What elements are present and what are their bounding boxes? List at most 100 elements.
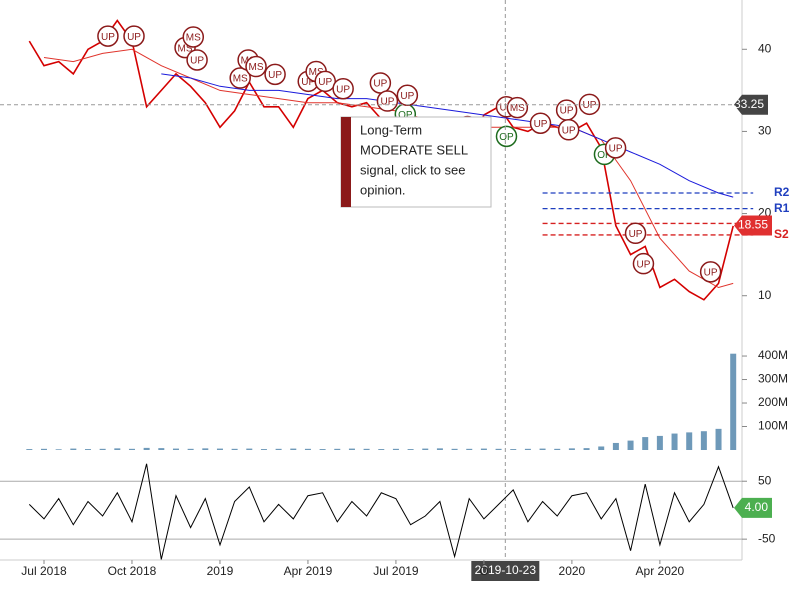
volume-bar [304,448,311,450]
badge: MS [506,96,529,119]
y-tick-label: 30 [758,124,772,138]
badge: UP [624,222,647,245]
badge-marker [604,137,627,159]
badge: UP [699,261,722,283]
badge: UP [123,25,145,47]
volume-bar [290,448,297,450]
badge: MS [182,26,205,48]
badge: UP [529,112,552,134]
badge-label: MS [186,33,201,44]
badge-label: OP [499,132,514,143]
badge: UP [369,72,392,94]
badge: UP [557,119,580,141]
volume-bar [612,442,619,450]
badge-marker [186,49,208,71]
badge-label: UP [373,79,387,90]
volume-bar [143,447,150,450]
badge-label: UP [127,32,141,43]
badge: UP [396,84,419,107]
badge-label: MS [249,62,264,73]
badge-marker [97,25,119,47]
badge: UP [632,252,655,275]
badge-label: UP [629,229,643,240]
badge: MS [229,67,251,89]
badge-label: UP [583,100,597,111]
tooltip-text: signal, click to see [360,162,466,177]
volume-bar [598,446,605,450]
badge-marker [699,261,722,283]
x-tick-label: Apr 2019 [284,564,333,578]
volume-bar [730,353,737,450]
crosshair-y-tag [734,94,768,115]
badge-label: UP [637,259,651,270]
badge-marker [245,55,267,78]
y-tick-label: -50 [758,531,776,545]
badge: UP [604,137,627,159]
level-label: S2 [774,227,789,241]
badge: UP [186,49,208,71]
x-tick-label: O [479,564,488,578]
x-tick-label: Oct 2018 [108,564,157,578]
badge-label: UP [101,32,115,43]
line-series [161,73,734,198]
volume-bar [715,428,722,450]
volume-bar [436,448,443,450]
volume-bar [172,448,179,450]
badge-label: UP [336,84,350,95]
x-tick-label: Apr 2020 [636,564,685,578]
badge-marker [182,26,205,48]
badge-marker [529,112,552,134]
badge-marker [264,63,286,86]
volume-bar [70,448,77,450]
volume-bar [26,449,33,450]
tooltip-box [340,116,492,208]
volume-bar [260,449,267,450]
volume-bar [480,448,487,450]
volume-bar [656,435,663,450]
volume-bar [466,448,473,450]
volume-bar [700,431,707,450]
badge-label: UP [318,77,332,88]
volume-bar [451,448,458,450]
volume-bar [275,448,282,450]
y-tick-label: 40 [758,41,772,55]
volume-bar [392,448,399,450]
badge-marker [557,119,580,141]
volume-bar [671,433,678,450]
volume-bar [334,448,341,450]
last-value-label: 18.55 [738,218,768,232]
volume-bar [128,448,135,450]
tooltip-bar [341,117,351,207]
badge-marker [314,70,336,93]
badge-marker [632,252,655,275]
badge-label: OP [597,150,612,161]
badge-label: MS [510,103,525,114]
tooltip-text: MODERATE SELL [360,142,468,157]
badge: MS [245,55,267,78]
badge-label: UP [609,143,623,154]
volume-bar [84,449,91,450]
volume-bar [495,448,502,450]
line-series [28,463,734,560]
badge: OP [495,125,518,148]
volume-bar [378,449,385,450]
volume-bar [158,448,165,450]
crosshair-y-label: 33.25 [734,97,764,111]
y-tick-label: 100M [758,419,788,433]
badge-marker [396,84,419,107]
last-value-label: 4.00 [745,500,769,514]
volume-bar [627,440,634,450]
crosshair-x-label: 2019-10-23 [475,563,537,577]
volume-bar [407,449,414,450]
x-tick-label: 2019 [207,564,234,578]
badge-marker [376,90,399,112]
badge-label: MS [178,43,193,54]
volume-bar [524,448,531,450]
badge-label: UP [534,119,548,130]
volume-bar [363,448,370,450]
badge: UP [555,99,578,121]
volume-bar [554,448,561,450]
x-tick-label: Jul 2019 [373,564,419,578]
volume-bar [642,437,649,450]
volume-bar [114,448,121,450]
